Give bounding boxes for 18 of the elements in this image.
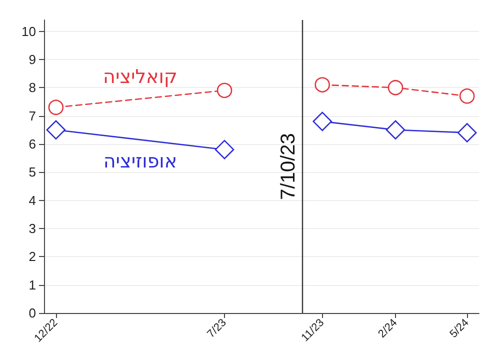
y-tick-label: 10: [22, 24, 36, 39]
x-tick-label: 7/23: [205, 316, 229, 340]
series-label: קואליציה: [103, 66, 178, 88]
series-label: אופוזיציה: [103, 150, 178, 173]
x-tick-label: 5/24: [448, 316, 472, 340]
y-tick-label: 6: [28, 136, 36, 152]
y-tick-label: 5: [28, 164, 36, 180]
point: [312, 112, 332, 132]
y-tick-label: 8: [28, 80, 36, 96]
ref-line-label: 7/10/23: [277, 133, 300, 200]
y-tick-label: 0: [28, 306, 36, 320]
y-tick-label: 3: [28, 220, 36, 236]
y-tick-label: 4: [28, 192, 36, 208]
y-tick-label: 1: [28, 277, 36, 292]
y-tick-label: 9: [28, 52, 36, 67]
y-tick-label: 7: [28, 108, 36, 124]
y-tick-label: 2: [28, 249, 36, 264]
point: [457, 123, 477, 142]
